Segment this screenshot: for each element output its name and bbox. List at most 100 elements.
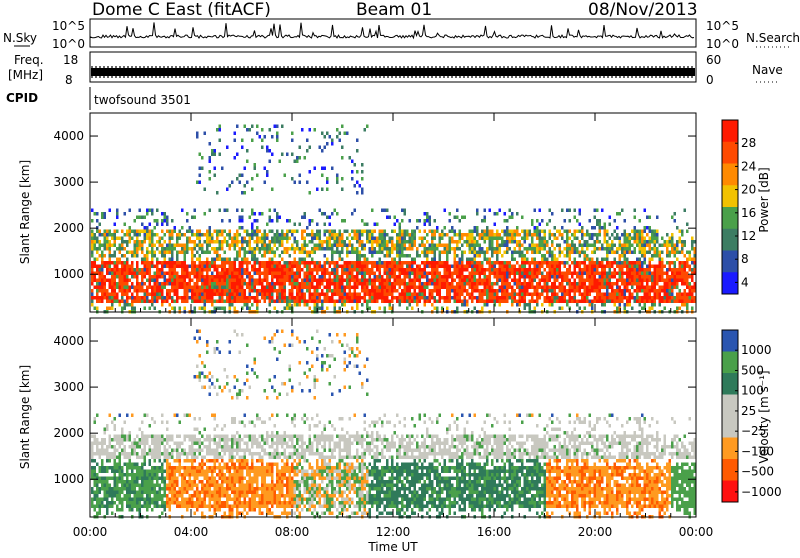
heatmap-cell — [124, 261, 127, 265]
heatmap-cell — [521, 216, 524, 220]
heatmap-cell — [359, 251, 362, 255]
heatmap-cell — [311, 261, 314, 265]
heatmap-cell — [451, 286, 454, 290]
heatmap-cell — [109, 251, 112, 255]
heatmap-cell — [124, 289, 127, 293]
heatmap-cell — [99, 477, 102, 481]
heatmap-cell — [94, 421, 97, 425]
heatmap-cell — [99, 240, 102, 244]
heatmap-cell — [604, 275, 607, 279]
heatmap-cell — [151, 237, 154, 241]
heatmap-cell — [159, 244, 162, 248]
heatmap-cell — [546, 258, 549, 262]
heatmap-cell — [636, 240, 639, 244]
heatmap-cell — [546, 261, 549, 265]
heatmap-cell — [434, 279, 437, 283]
heatmap-cell — [486, 247, 489, 251]
freq-label-line1: Freq. — [14, 53, 44, 67]
heatmap-cell — [394, 244, 397, 248]
heatmap-cell — [311, 251, 314, 255]
heatmap-cell — [306, 268, 309, 272]
heatmap-cell — [136, 272, 139, 276]
heatmap-cell — [286, 265, 289, 269]
heatmap-cell — [561, 237, 564, 241]
heatmap-cell — [549, 247, 552, 251]
heatmap-cell — [671, 240, 674, 244]
heatmap-cell — [221, 279, 224, 283]
heatmap-cell — [301, 296, 304, 300]
heatmap-cell — [691, 293, 694, 297]
heatmap-cell — [306, 226, 309, 230]
heatmap-cell — [644, 289, 647, 293]
heatmap-cell — [444, 268, 447, 272]
heatmap-cell — [401, 289, 404, 293]
heatmap-cell — [431, 233, 434, 237]
heatmap-cell — [401, 230, 404, 234]
heatmap-cell — [384, 254, 387, 258]
heatmap-cell — [521, 286, 524, 290]
heatmap-cell — [276, 293, 279, 297]
heatmap-cell — [416, 303, 419, 307]
heatmap-cell — [691, 244, 694, 248]
heatmap-cell — [414, 233, 417, 237]
heatmap-cell — [594, 275, 597, 279]
heatmap-cell — [136, 289, 139, 293]
heatmap-cell — [291, 300, 294, 304]
heatmap-cell — [159, 289, 162, 293]
heatmap-cell — [404, 272, 407, 276]
heatmap-cell — [209, 300, 212, 304]
heatmap-cell — [256, 174, 259, 178]
heatmap-cell — [284, 247, 287, 251]
heatmap-cell — [361, 282, 364, 286]
heatmap-cell — [231, 275, 234, 279]
heatmap-cell — [414, 293, 417, 297]
heatmap-cell — [494, 296, 497, 300]
heatmap-cell — [409, 303, 412, 307]
heatmap-cell — [539, 251, 542, 255]
heatmap-cell — [211, 293, 214, 297]
heatmap-cell — [389, 307, 392, 311]
heatmap-cell — [324, 261, 327, 265]
heatmap-cell — [336, 282, 339, 286]
heatmap-cell — [436, 307, 439, 311]
heatmap-cell — [256, 132, 259, 136]
heatmap-cell — [279, 272, 282, 276]
heatmap-cell — [466, 244, 469, 248]
nsky-tick-top: 10^5 — [52, 19, 85, 33]
heatmap-cell — [106, 233, 109, 237]
heatmap-cell — [181, 296, 184, 300]
heatmap-cell — [406, 233, 409, 237]
heatmap-cell — [344, 261, 347, 265]
heatmap-cell — [321, 307, 324, 311]
heatmap-cell — [219, 307, 222, 311]
heatmap-cell — [374, 282, 377, 286]
heatmap-cell — [129, 303, 132, 307]
heatmap-cell — [479, 247, 482, 251]
heatmap-cell — [194, 254, 197, 258]
heatmap-cell — [484, 258, 487, 262]
heatmap-cell — [141, 223, 144, 227]
heatmap-cell — [221, 272, 224, 276]
heatmap-cell — [274, 251, 277, 255]
heatmap-cell — [544, 296, 547, 300]
heatmap-cell — [356, 296, 359, 300]
heatmap-cell — [596, 289, 599, 293]
heatmap-cell — [439, 254, 442, 258]
heatmap-cell — [529, 279, 532, 283]
heatmap-cell — [481, 219, 484, 223]
heatmap-cell — [599, 230, 602, 234]
heatmap-cell — [619, 261, 622, 265]
y-tick-label: 2000 — [53, 221, 84, 235]
heatmap-cell — [304, 212, 307, 216]
heatmap-cell — [286, 272, 289, 276]
heatmap-cell — [249, 279, 252, 283]
heatmap-cell — [256, 279, 259, 283]
heatmap-cell — [366, 289, 369, 293]
heatmap-cell — [509, 230, 512, 234]
heatmap-cell — [191, 300, 194, 304]
heatmap-cell — [94, 466, 97, 470]
heatmap-cell — [609, 244, 612, 248]
heatmap-cell — [586, 240, 589, 244]
heatmap-cell — [544, 300, 547, 304]
heatmap-cell — [144, 230, 147, 234]
